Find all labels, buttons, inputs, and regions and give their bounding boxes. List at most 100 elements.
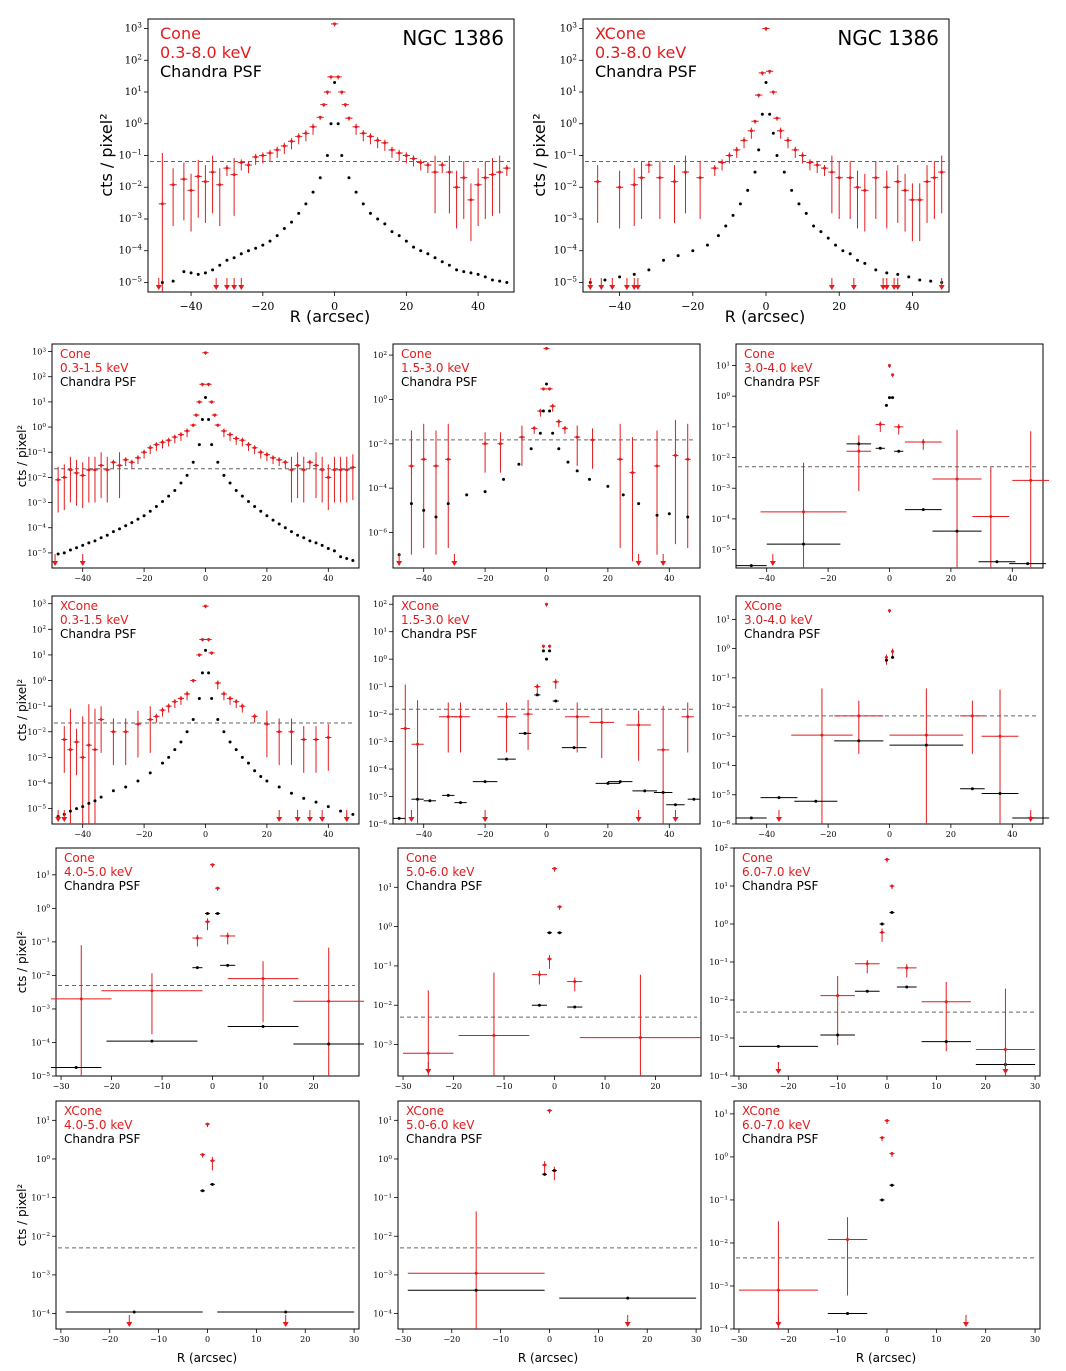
model-point (110, 718, 117, 766)
model-point (555, 419, 562, 428)
psf-point (215, 912, 221, 916)
psf-point (326, 546, 330, 550)
model-point (171, 434, 178, 444)
psf-point (397, 234, 401, 238)
model-point (338, 90, 346, 95)
psf-point (875, 446, 885, 450)
model-point (653, 430, 661, 555)
model-point (445, 423, 452, 549)
psf-point (667, 512, 671, 516)
model-point (547, 1108, 552, 1114)
x-tick-label: 0 (763, 300, 770, 313)
psf-point (896, 272, 900, 276)
psf-point (426, 252, 430, 256)
model-point (381, 139, 389, 151)
psf-point (81, 805, 85, 809)
model-point (445, 155, 453, 214)
y-tick-label: 102 (373, 351, 387, 360)
model-point (159, 707, 166, 717)
x-tick-label: 10 (931, 1082, 941, 1091)
x-axis-label: R (arcsec) (290, 307, 371, 326)
x-tick-label: 0 (205, 1335, 210, 1344)
psf-point (797, 202, 801, 206)
y-tick-label: 10−3 (31, 1271, 50, 1280)
psf-point (483, 490, 487, 494)
model-point (420, 423, 427, 549)
legend-line: Cone (401, 347, 432, 361)
model-point (331, 22, 339, 27)
upper-limit-arrow (294, 810, 301, 822)
psf-point (863, 261, 867, 265)
upper-limit-arrow (155, 278, 162, 290)
x-tick-label: 0 (544, 574, 549, 583)
psf-point (557, 931, 563, 935)
model-point (266, 149, 274, 161)
upper-limit-arrow (482, 810, 489, 822)
model-point (887, 609, 892, 613)
x-tick-label: 0 (887, 830, 892, 839)
psf-point (171, 279, 175, 283)
model-point (883, 170, 891, 229)
y-tick-label: 10−5 (119, 274, 143, 288)
psf-point (632, 272, 636, 276)
y-tick-label: 102 (32, 373, 46, 382)
y-axis-label: cts / pixel² (15, 425, 29, 488)
model-point (134, 710, 142, 758)
psf-point (687, 797, 700, 801)
x-tick-label: 40 (323, 830, 333, 839)
y-tick-label: 100 (716, 644, 730, 653)
model-point (300, 726, 307, 773)
model-point (73, 728, 80, 776)
model-point (975, 988, 1036, 1076)
y-tick-label: 100 (560, 116, 578, 130)
legend-line: Cone (744, 347, 775, 361)
psf-point (904, 508, 942, 512)
panel-p12: −30 −20 −10 0 10 20 30 10−4 10−3 10−2 10−1 100 101 XC… (31, 1100, 360, 1344)
psf-point (136, 517, 140, 521)
model-point (194, 159, 202, 218)
y-tick-label: 101 (714, 1110, 728, 1119)
model-point (458, 972, 530, 1076)
upper-limit-arrow (631, 278, 638, 290)
model-point (288, 718, 295, 766)
psf-point (637, 502, 641, 506)
object-label: NGC 1386 (837, 26, 939, 50)
psf-point (283, 526, 287, 530)
model-point (564, 702, 590, 753)
psf-point (885, 271, 889, 275)
model-point (409, 155, 418, 167)
model-point (205, 382, 212, 387)
legend-line: 4.0-5.0 keV (64, 1118, 133, 1132)
upper-limit-arrow (306, 810, 313, 822)
psf-point (647, 268, 651, 272)
model-point (153, 713, 160, 723)
psf-point (339, 555, 343, 559)
psf-point (552, 699, 559, 703)
psf-point (889, 743, 964, 747)
y-tick-label: 100 (36, 904, 50, 913)
y-tick-label: 10−4 (119, 243, 143, 257)
upper-limit-arrow (660, 554, 667, 566)
psf-point (318, 176, 322, 180)
model-point (141, 449, 148, 459)
upper-limit-arrow (408, 810, 415, 822)
model-point (629, 437, 636, 562)
psf-point (404, 239, 408, 243)
model-point (861, 173, 869, 232)
model-point (889, 688, 964, 824)
x-tick-label: 0 (887, 574, 892, 583)
psf-point (345, 556, 349, 560)
psf-point (56, 552, 60, 556)
x-tick-label: −20 (136, 830, 153, 839)
psf-point (368, 211, 372, 215)
psf-point (566, 460, 570, 464)
psf-point (889, 911, 895, 915)
legend-line: 0.3-1.5 keV (60, 613, 129, 627)
x-tick-label: 20 (603, 574, 613, 583)
model-point (323, 90, 331, 95)
psf-point (314, 800, 318, 804)
psf-point (210, 696, 214, 700)
psf-point (314, 541, 318, 545)
model-point (169, 168, 177, 226)
legend-line: Chandra PSF (406, 1132, 483, 1146)
